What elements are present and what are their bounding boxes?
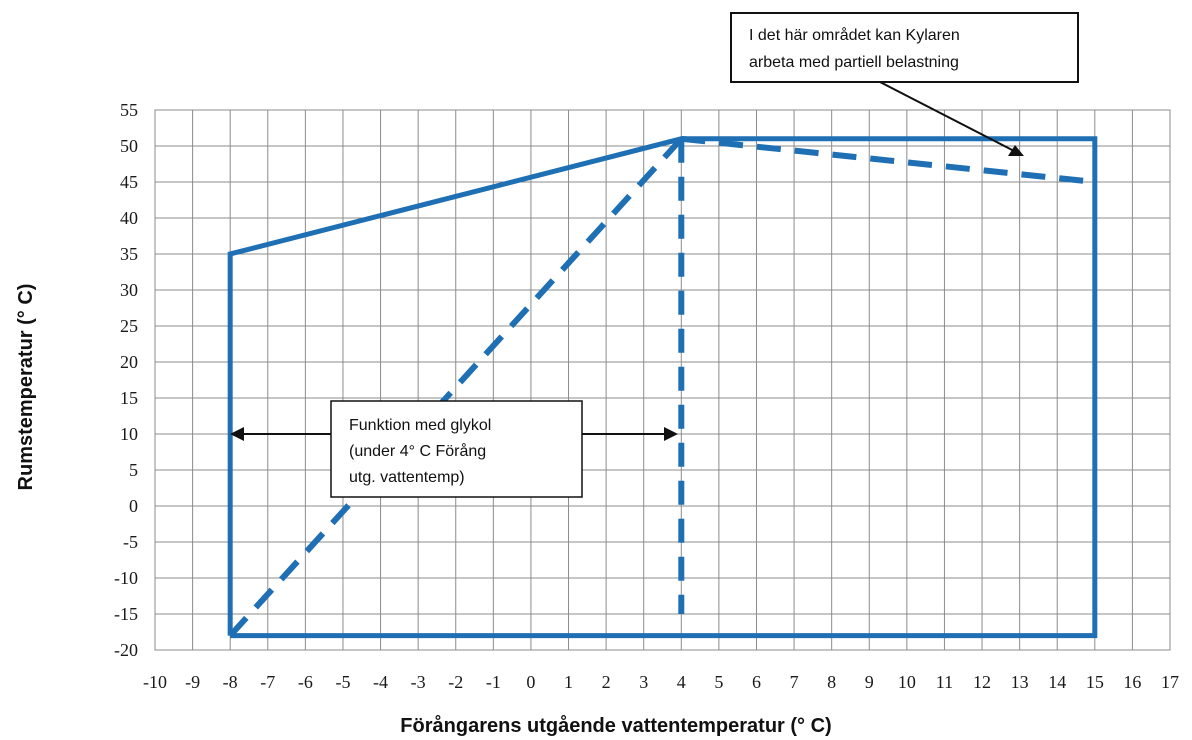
y-axis-label: Rumstemperatur (° C) (15, 284, 37, 491)
y-tick-label: 50 (120, 136, 138, 156)
annotation-partial-load-box (730, 12, 1079, 83)
dashed-line-3 (680, 135, 1096, 185)
operating-envelope-0 (227, 136, 1098, 639)
y-tick-label: -15 (114, 604, 138, 624)
annotation-glycol: Funktion med glykol (under 4° C Förång u… (230, 400, 678, 498)
x-tick-label: 11 (936, 672, 953, 692)
x-tick-label: 9 (865, 672, 874, 692)
annotation-glycol-arrowhead-left (230, 427, 244, 441)
x-tick-labels: -10 -9 -8 -7 -6 -5 -4 -3 -2 -1 0 1 2 3 4 5 6 7 8 9 10 11 12 13 1… (143, 672, 1179, 692)
x-tick-label: 16 (1123, 672, 1141, 692)
x-tick-label: 2 (602, 672, 611, 692)
x-tick-label: -5 (335, 672, 350, 692)
series-group (227, 135, 1098, 639)
x-tick-label: 4 (677, 672, 686, 692)
x-tick-label: 12 (973, 672, 991, 692)
y-tick-label: 30 (120, 280, 138, 300)
annotation-glycol-line-1: Funktion med glykol (349, 417, 491, 434)
x-tick-label: 13 (1011, 672, 1029, 692)
x-tick-label: 0 (526, 672, 535, 692)
x-tick-label: 17 (1161, 672, 1179, 692)
x-tick-label: 3 (639, 672, 648, 692)
plot-border (154, 109, 1171, 651)
grid (154, 109, 1171, 651)
x-tick-label: -9 (185, 672, 200, 692)
y-tick-label: 35 (120, 244, 138, 264)
y-tick-label: 10 (120, 424, 138, 444)
y-tick-label: -5 (123, 532, 138, 552)
annotation-glycol-box (330, 400, 583, 498)
y-tick-label: 0 (129, 496, 138, 516)
x-tick-label: 8 (827, 672, 836, 692)
annotation-partial-load-line-1: I det här området kan Kylaren (749, 26, 960, 44)
x-tick-label: -6 (298, 672, 313, 692)
annotation-partial-load: I det här området kan Kylaren arbeta med… (730, 12, 1079, 156)
annotation-glycol-arrowhead-right (664, 427, 678, 441)
x-tick-label: -2 (448, 672, 463, 692)
x-tick-label: 14 (1048, 672, 1066, 692)
annotation-glycol-line-2: (under 4° C Förång (349, 442, 486, 460)
annotation-partial-load-arrow (879, 81, 1021, 155)
y-tick-label: 5 (129, 460, 138, 480)
x-tick-label: 1 (564, 672, 573, 692)
x-tick-label: 15 (1086, 672, 1104, 692)
y-tick-label: -10 (114, 568, 138, 588)
x-tick-label: -3 (411, 672, 426, 692)
y-tick-label: -20 (114, 640, 138, 660)
x-tick-label: -1 (486, 672, 501, 692)
x-tick-label: 6 (752, 672, 761, 692)
x-tick-label: 7 (790, 672, 799, 692)
x-tick-label: -7 (260, 672, 275, 692)
y-tick-label: 20 (120, 352, 138, 372)
y-tick-label: 40 (120, 208, 138, 228)
annotation-partial-load-arrowhead (1008, 145, 1024, 156)
y-tick-label: 15 (120, 388, 138, 408)
y-tick-label: 25 (120, 316, 138, 336)
annotation-partial-load-line-2: arbeta med partiell belastning (749, 54, 959, 71)
x-tick-label: -4 (373, 672, 388, 692)
x-axis-label: Förångarens utgående vattentemperatur (°… (400, 714, 831, 737)
annotation-glycol-line-3: utg. vattentemp) (349, 469, 465, 486)
y-tick-label: 55 (120, 100, 138, 120)
x-tick-label: 5 (714, 672, 723, 692)
x-tick-label: -8 (223, 672, 238, 692)
y-tick-label: 45 (120, 172, 138, 192)
x-tick-label: -10 (143, 672, 167, 692)
x-tick-label: 10 (898, 672, 916, 692)
